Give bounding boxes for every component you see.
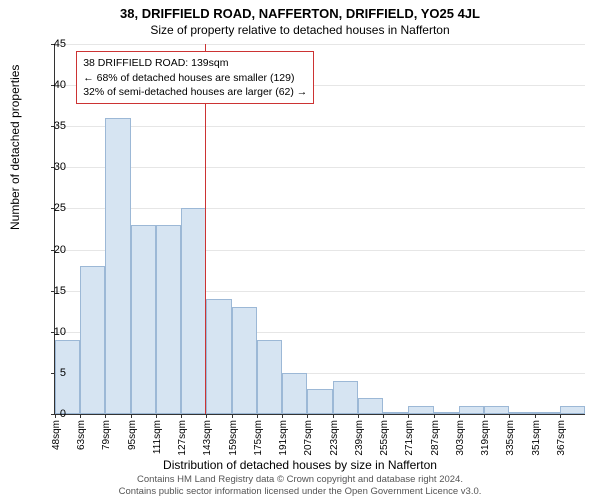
- x-tick-mark: [80, 414, 81, 418]
- histogram-bar: [80, 266, 105, 414]
- y-tick-label: 25: [36, 202, 66, 214]
- x-tick-label: 319sqm: [480, 420, 491, 456]
- plot-area-wrapper: 38 DRIFFIELD ROAD: 139sqm← 68% of detach…: [54, 44, 584, 414]
- x-tick-mark: [131, 414, 132, 418]
- y-tick-label: 5: [36, 367, 66, 379]
- histogram-bar: [282, 373, 307, 414]
- histogram-bar: [434, 412, 459, 414]
- histogram-bar: [307, 389, 332, 414]
- x-tick-label: 351sqm: [531, 420, 542, 456]
- x-tick-mark: [307, 414, 308, 418]
- histogram-bar: [383, 412, 408, 414]
- histogram-bar: [408, 406, 433, 414]
- plot-area: 38 DRIFFIELD ROAD: 139sqm← 68% of detach…: [54, 44, 585, 415]
- x-tick-label: 255sqm: [379, 420, 390, 456]
- x-tick-mark: [535, 414, 536, 418]
- y-tick-label: 40: [36, 79, 66, 91]
- x-tick-mark: [484, 414, 485, 418]
- page-subtitle: Size of property relative to detached ho…: [0, 21, 600, 41]
- y-axis-label: Number of detached properties: [8, 65, 22, 230]
- histogram-bar: [206, 299, 231, 414]
- x-tick-mark: [333, 414, 334, 418]
- x-tick-mark: [358, 414, 359, 418]
- chart-container: 38, DRIFFIELD ROAD, NAFFERTON, DRIFFIELD…: [0, 0, 600, 500]
- histogram-bar: [358, 398, 383, 414]
- x-tick-label: 48sqm: [51, 420, 62, 450]
- x-tick-label: 175sqm: [253, 420, 264, 456]
- x-tick-mark: [459, 414, 460, 418]
- y-tick-label: 0: [36, 408, 66, 420]
- histogram-bar: [257, 340, 282, 414]
- histogram-bar: [156, 225, 181, 414]
- histogram-bar: [560, 406, 585, 414]
- x-tick-label: 111sqm: [152, 420, 163, 454]
- histogram-bar: [484, 406, 509, 414]
- x-tick-label: 239sqm: [354, 420, 365, 456]
- x-tick-mark: [156, 414, 157, 418]
- x-tick-mark: [408, 414, 409, 418]
- y-tick-label: 20: [36, 244, 66, 256]
- histogram-bar: [459, 406, 484, 414]
- x-tick-mark: [105, 414, 106, 418]
- histogram-bar: [131, 225, 156, 414]
- annotation-box: 38 DRIFFIELD ROAD: 139sqm← 68% of detach…: [76, 51, 314, 104]
- y-tick-label: 45: [36, 38, 66, 50]
- x-axis-label: Distribution of detached houses by size …: [0, 458, 600, 472]
- x-tick-label: 303sqm: [455, 420, 466, 456]
- x-tick-mark: [383, 414, 384, 418]
- annotation-line: ← 68% of detached houses are smaller (12…: [83, 71, 307, 85]
- x-tick-mark: [434, 414, 435, 418]
- x-tick-mark: [282, 414, 283, 418]
- x-tick-label: 367sqm: [556, 420, 567, 456]
- x-tick-mark: [181, 414, 182, 418]
- x-tick-mark: [257, 414, 258, 418]
- gridline: [55, 126, 585, 127]
- histogram-bar: [509, 412, 534, 414]
- gridline: [55, 44, 585, 45]
- footer-attribution: Contains HM Land Registry data © Crown c…: [0, 474, 600, 498]
- x-tick-label: 143sqm: [202, 420, 213, 456]
- page-title: 38, DRIFFIELD ROAD, NAFFERTON, DRIFFIELD…: [0, 0, 600, 21]
- annotation-line: 32% of semi-detached houses are larger (…: [83, 85, 307, 99]
- histogram-bar: [333, 381, 358, 414]
- x-tick-label: 159sqm: [228, 420, 239, 456]
- x-tick-label: 127sqm: [177, 420, 188, 456]
- y-tick-label: 15: [36, 285, 66, 297]
- histogram-bar: [232, 307, 257, 414]
- y-tick-label: 35: [36, 120, 66, 132]
- x-tick-label: 287sqm: [430, 420, 441, 456]
- x-tick-mark: [509, 414, 510, 418]
- x-tick-label: 223sqm: [329, 420, 340, 456]
- x-tick-label: 207sqm: [303, 420, 314, 456]
- x-tick-mark: [560, 414, 561, 418]
- x-tick-label: 191sqm: [278, 420, 289, 456]
- x-tick-label: 63sqm: [76, 420, 87, 450]
- x-tick-mark: [206, 414, 207, 418]
- histogram-bar: [181, 208, 206, 414]
- x-tick-label: 79sqm: [101, 420, 112, 450]
- y-tick-label: 10: [36, 326, 66, 338]
- gridline: [55, 208, 585, 209]
- footer-line-1: Contains HM Land Registry data © Crown c…: [0, 474, 600, 486]
- gridline: [55, 167, 585, 168]
- x-tick-label: 271sqm: [404, 420, 415, 456]
- footer-line-2: Contains public sector information licen…: [0, 486, 600, 498]
- x-tick-label: 95sqm: [127, 420, 138, 450]
- x-tick-label: 335sqm: [505, 420, 516, 456]
- y-tick-label: 30: [36, 161, 66, 173]
- histogram-bar: [105, 118, 130, 414]
- x-tick-mark: [232, 414, 233, 418]
- annotation-line: 38 DRIFFIELD ROAD: 139sqm: [83, 56, 307, 70]
- histogram-bar: [535, 412, 560, 414]
